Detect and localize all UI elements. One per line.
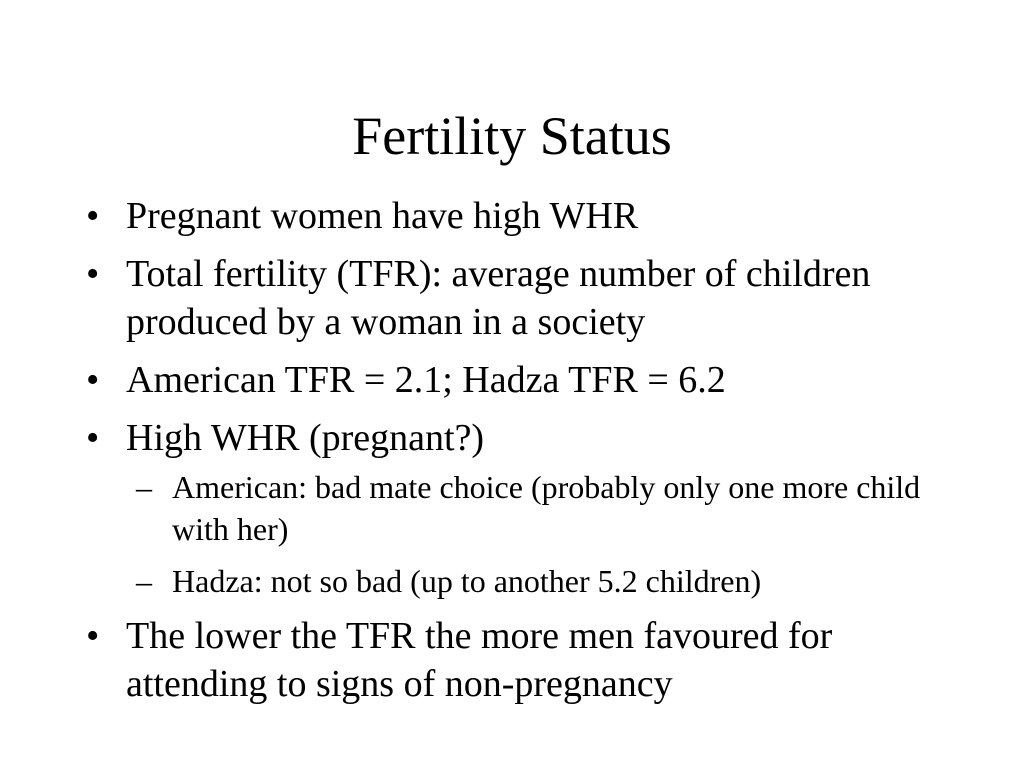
- bullet-item: • The lower the TFR the more men favoure…: [86, 612, 966, 708]
- sub-bullet-marker: –: [136, 469, 152, 505]
- bullet-marker: •: [86, 195, 100, 237]
- sub-bullet-item: – Hadza: not so bad (up to another 5.2 c…: [126, 560, 966, 602]
- slide-title: Fertility Status: [352, 106, 672, 166]
- bullet-item: • Total fertility (TFR): average number …: [86, 250, 966, 346]
- bullet-text: Pregnant women have high WHR: [126, 195, 639, 237]
- bullet-marker: •: [86, 253, 100, 295]
- sub-bullet-text: American: bad mate choice (probably only…: [172, 469, 921, 547]
- bullet-item: • High WHR (pregnant?) – American: bad m…: [86, 414, 966, 602]
- bullet-marker: •: [86, 615, 100, 657]
- bullet-text: High WHR (pregnant?): [126, 417, 485, 459]
- bullet-text: American TFR = 2.1; Hadza TFR = 6.2: [126, 359, 726, 401]
- bullet-marker: •: [86, 417, 100, 459]
- sub-bullet-text: Hadza: not so bad (up to another 5.2 chi…: [172, 563, 762, 599]
- sub-bullet-item: – American: bad mate choice (probably on…: [126, 466, 966, 550]
- bullet-list: • Pregnant women have high WHR • Total f…: [86, 192, 966, 718]
- bullet-item: • American TFR = 2.1; Hadza TFR = 6.2: [86, 356, 966, 404]
- bullet-item: • Pregnant women have high WHR: [86, 192, 966, 240]
- bullet-marker: •: [86, 359, 100, 401]
- bullet-text: Total fertility (TFR): average number of…: [126, 253, 871, 343]
- sub-bullet-marker: –: [136, 563, 152, 599]
- bullet-text: The lower the TFR the more men favoured …: [126, 615, 833, 705]
- sub-bullet-list: – American: bad mate choice (probably on…: [126, 466, 966, 602]
